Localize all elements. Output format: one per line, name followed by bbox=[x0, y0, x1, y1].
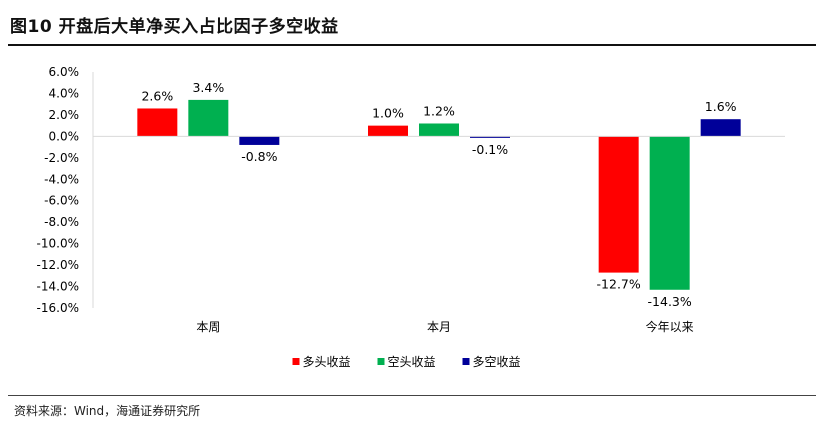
y-tick-label: 6.0% bbox=[49, 65, 80, 79]
bar bbox=[239, 136, 280, 145]
figure-title: 图10 开盘后大单净买入占比因子多空收益 bbox=[10, 17, 339, 37]
y-axis: 6.0% 4.0% 2.0% 0.0% -2.0% -4.0% -6.0% -8.0% -10.… bbox=[37, 65, 79, 315]
y-tick-label: 4.0% bbox=[49, 86, 80, 100]
category-label: 本周 bbox=[196, 320, 220, 334]
bar-value-label: 2.6% bbox=[141, 88, 173, 103]
bar-value-label: -12.7% bbox=[597, 277, 641, 292]
bar-value-label: -14.3% bbox=[648, 294, 692, 309]
data-labels: 2.6% 3.4% -0.8% 1.0% 1.2% -0.1% -12.7% -14.3% 1.… bbox=[141, 80, 736, 309]
bar-value-label: 1.0% bbox=[372, 106, 404, 121]
legend-label: 多头收益 bbox=[303, 355, 351, 369]
bar bbox=[137, 108, 178, 137]
y-tick-label: 2.0% bbox=[49, 108, 80, 122]
bar-chart: 6.0% 4.0% 2.0% 0.0% -2.0% -4.0% -6.0% -8.0% -10.… bbox=[37, 65, 785, 369]
y-tick-label: -10.0% bbox=[37, 237, 79, 251]
y-tick-label: -8.0% bbox=[44, 215, 79, 229]
title-rule bbox=[8, 44, 816, 46]
x-axis: 本周 本月 今年以来 bbox=[196, 319, 693, 334]
legend-swatch bbox=[377, 358, 385, 365]
source-note: 资料来源：Wind，海通证券研究所 bbox=[14, 404, 201, 418]
y-tick-label: 0.0% bbox=[49, 129, 80, 143]
bar-value-label: 1.6% bbox=[705, 99, 737, 114]
bar bbox=[700, 119, 741, 137]
y-tick-label: -4.0% bbox=[44, 172, 79, 186]
source-rule bbox=[8, 395, 816, 396]
legend: 多头收益 空头收益 多空收益 bbox=[292, 355, 521, 369]
bars-group bbox=[137, 99, 741, 290]
y-tick-label: -14.0% bbox=[37, 280, 79, 294]
category-label: 本月 bbox=[427, 320, 451, 334]
bar-value-label: -0.8% bbox=[241, 149, 277, 164]
y-tick-label: -16.0% bbox=[37, 301, 79, 315]
bar-value-label: 1.2% bbox=[423, 103, 455, 118]
bar bbox=[649, 136, 690, 290]
legend-label: 空头收益 bbox=[388, 355, 436, 369]
bar bbox=[188, 99, 229, 137]
y-tick-label: -12.0% bbox=[37, 258, 79, 272]
legend-label: 多空收益 bbox=[473, 355, 521, 369]
bar-value-label: -0.1% bbox=[472, 142, 508, 157]
y-tick-label: -2.0% bbox=[44, 151, 79, 165]
legend-swatch bbox=[292, 358, 300, 365]
category-label: 今年以来 bbox=[646, 319, 694, 334]
bar bbox=[419, 123, 459, 137]
legend-swatch bbox=[462, 358, 470, 365]
bar bbox=[598, 136, 639, 273]
bar bbox=[368, 125, 408, 137]
y-tick-label: -6.0% bbox=[44, 194, 79, 208]
bar-value-label: 3.4% bbox=[192, 80, 224, 95]
bar bbox=[470, 136, 510, 138]
